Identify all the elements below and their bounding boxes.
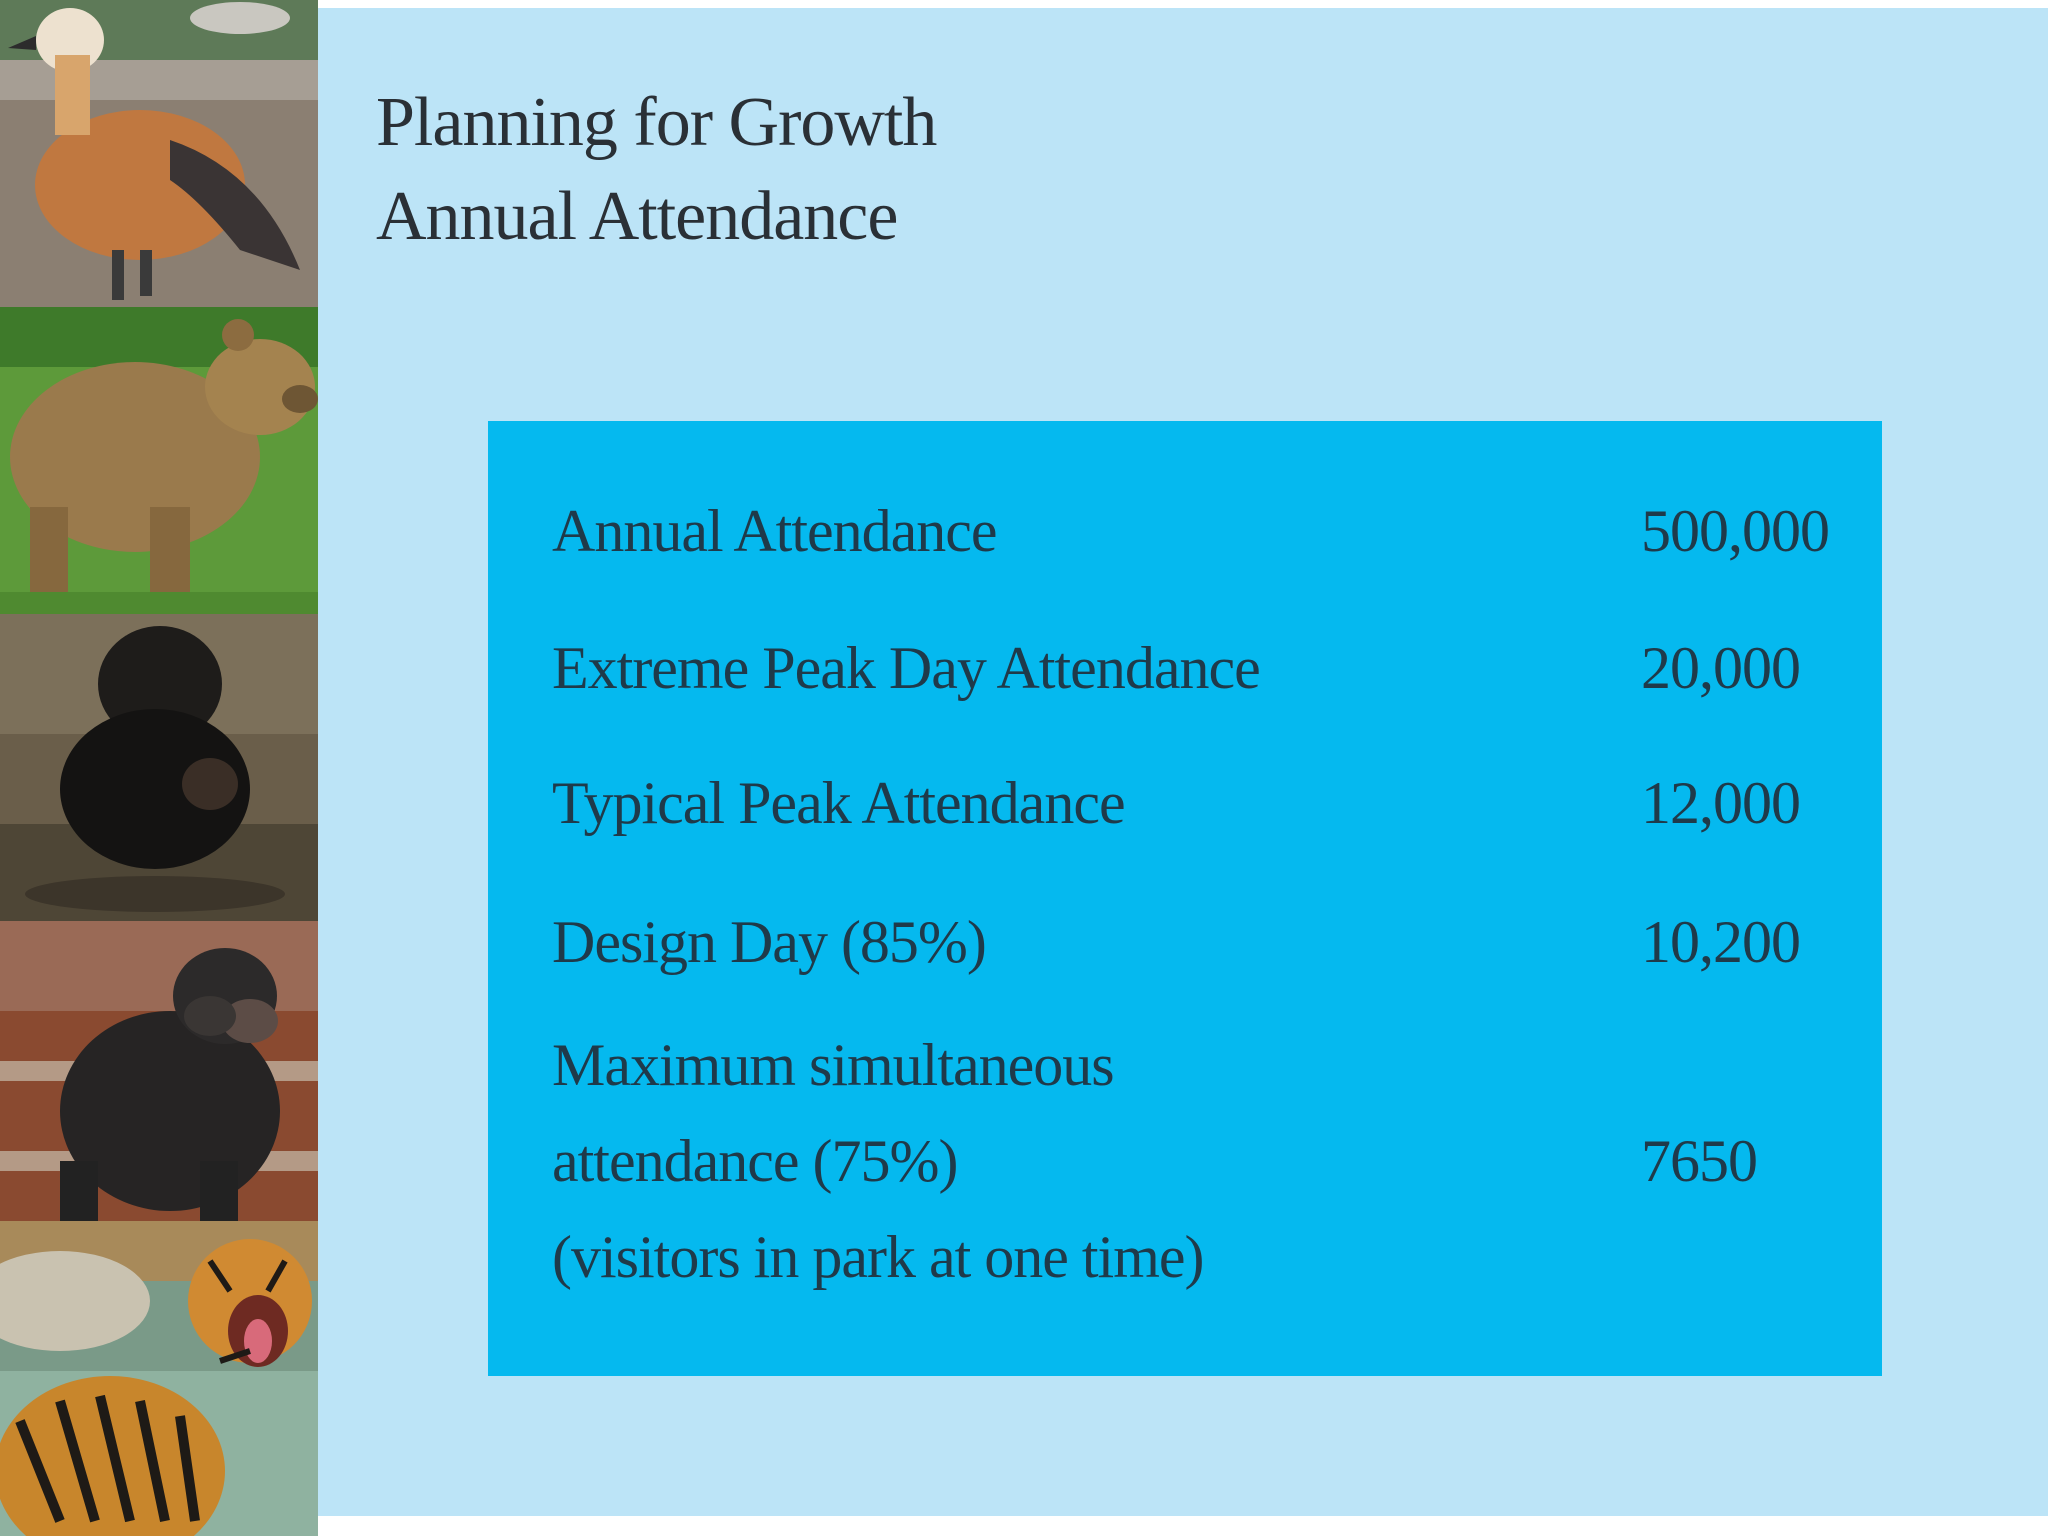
row-value: 7650 xyxy=(1641,1128,1758,1194)
duck-photo xyxy=(0,0,318,307)
slide: Planning for Growth Annual Attendance An… xyxy=(318,8,2048,1516)
row-value: 12,000 xyxy=(1641,770,1801,836)
title-line-1: Planning for Growth xyxy=(376,84,937,161)
row-label-line-2: attendance (75%) xyxy=(552,1128,958,1194)
tiger-photo xyxy=(0,1221,318,1536)
row-label: Annual Attendance xyxy=(552,498,998,564)
slide-title: Planning for Growth Annual Attendance xyxy=(376,76,937,264)
table-row: Maximum simultaneous attendance (75%) (v… xyxy=(552,1017,1852,1317)
bear-photo xyxy=(0,307,318,614)
row-label-line-3: (visitors in park at one time) xyxy=(552,1224,1205,1290)
row-value: 20,000 xyxy=(1641,635,1801,701)
title-line-2: Annual Attendance xyxy=(376,178,898,255)
monkey-photo xyxy=(0,614,318,921)
row-value: 500,000 xyxy=(1641,498,1830,564)
chimpanzee-photo xyxy=(0,921,318,1221)
row-label: Extreme Peak Day Attendance xyxy=(552,635,1261,701)
attendance-table: Annual Attendance 500,000 Extreme Peak D… xyxy=(488,421,1882,1376)
animal-photo-strip xyxy=(0,0,318,1536)
row-label: Typical Peak Attendance xyxy=(552,770,1126,836)
row-value: 10,200 xyxy=(1641,909,1801,975)
row-label: Design Day (85%) xyxy=(552,909,987,975)
row-label-line-1: Maximum simultaneous xyxy=(552,1032,1115,1098)
